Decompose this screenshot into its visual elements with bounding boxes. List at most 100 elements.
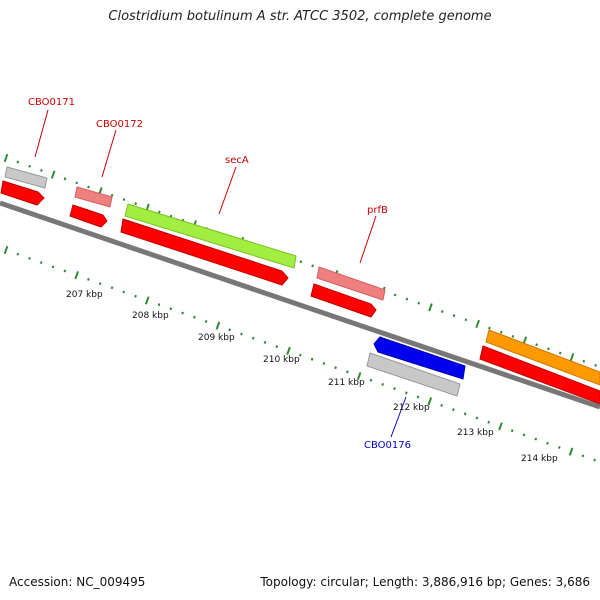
tick-mark — [251, 336, 255, 340]
gene-label-prfb: prfB — [367, 205, 388, 216]
tick-mark — [310, 357, 314, 361]
tick-mark — [122, 198, 126, 201]
outer-tick-track — [3, 153, 597, 367]
tick-mark — [181, 311, 184, 315]
tick-mark — [16, 160, 20, 164]
scale-label: 212 kbp — [393, 403, 430, 413]
tick-mark — [558, 351, 562, 355]
tick-mark — [475, 319, 480, 329]
tick-mark — [499, 330, 503, 334]
cds-arrow[interactable] — [0, 180, 45, 206]
tick-mark — [193, 315, 196, 319]
tick-mark — [452, 314, 456, 318]
cds-arrow[interactable] — [120, 218, 289, 286]
scale-label: 208 kbp — [132, 311, 169, 321]
tick-mark — [63, 177, 67, 181]
tick-mark — [428, 303, 433, 312]
scale-label: 214 kbp — [521, 454, 558, 464]
tick-mark — [427, 397, 433, 406]
tick-mark — [405, 297, 409, 301]
tick-mark — [16, 252, 20, 256]
feature-cbo0176[interactable] — [373, 336, 466, 380]
label-leader — [390, 396, 407, 438]
cds-arrow[interactable] — [310, 283, 377, 318]
tick-mark — [581, 454, 585, 458]
gene-label-cbo0172: CBO0172 — [96, 119, 143, 130]
tick-mark — [557, 445, 561, 449]
tick-mark — [75, 181, 79, 185]
reverse-gene-gray[interactable] — [366, 352, 461, 397]
tick-mark — [393, 293, 397, 297]
feature-prfb[interactable] — [316, 266, 386, 301]
tick-mark — [393, 387, 396, 391]
gene-label-cbo0171: CBO0171 — [28, 97, 75, 108]
tick-mark — [547, 347, 550, 351]
scale-label: 213 kbp — [457, 428, 494, 438]
tick-mark — [87, 185, 90, 189]
tick-mark — [28, 256, 31, 260]
cds-arrow[interactable] — [479, 345, 600, 405]
feature-cbo0172[interactable] — [74, 186, 113, 208]
tick-mark — [74, 271, 79, 280]
tick-mark — [498, 422, 503, 431]
tick-mark — [452, 408, 455, 412]
tick-mark — [356, 371, 362, 381]
tick-mark — [134, 294, 137, 298]
tick-mark — [144, 296, 150, 305]
feature-cbo0171[interactable] — [4, 166, 48, 189]
tick-mark — [404, 391, 408, 395]
tick-mark — [28, 164, 31, 168]
label-leader — [359, 215, 377, 264]
tick-mark — [157, 210, 161, 214]
tick-mark — [569, 353, 575, 362]
tick-mark — [298, 353, 302, 357]
tick-mark — [51, 265, 55, 269]
feature-seca[interactable] — [124, 203, 297, 269]
tick-mark — [40, 168, 43, 172]
tick-mark — [87, 277, 90, 281]
tick-mark — [511, 334, 515, 338]
tick-mark — [463, 412, 467, 416]
cds-arrow[interactable] — [69, 204, 108, 228]
scale-label: 207 kbp — [66, 290, 103, 300]
tick-mark — [546, 441, 549, 445]
genome-stats-text: Topology: circular; Length: 3,886,916 bp… — [260, 575, 590, 589]
tick-mark — [110, 193, 114, 197]
tick-mark — [157, 303, 161, 307]
feature-orange-gene[interactable] — [485, 329, 600, 386]
tick-mark — [440, 403, 443, 407]
tick-mark — [568, 447, 574, 456]
tick-mark — [39, 261, 43, 265]
tick-mark — [98, 282, 102, 286]
genome-backbone — [0, 200, 600, 410]
tick-mark — [169, 307, 173, 311]
tick-mark — [322, 361, 326, 365]
gene-label-cbo0176: CBO0176 — [364, 440, 411, 451]
tick-mark — [534, 437, 538, 441]
tick-mark — [417, 301, 421, 305]
tick-mark — [487, 420, 491, 424]
tick-mark — [475, 416, 479, 420]
tick-mark — [311, 264, 314, 268]
tick-mark — [122, 290, 126, 294]
map-title: Clostridium botulinum A str. ATCC 3502, … — [108, 9, 492, 24]
tick-mark — [346, 370, 349, 374]
tick-mark — [535, 343, 538, 347]
tick-mark — [381, 382, 385, 386]
label-leader — [218, 166, 237, 215]
tick-mark — [263, 340, 267, 344]
label-leader — [34, 109, 49, 158]
tick-mark — [440, 310, 444, 313]
tick-mark — [275, 345, 279, 349]
tick-mark — [593, 458, 596, 462]
tick-mark — [63, 269, 67, 273]
tick-mark — [464, 318, 468, 322]
tick-mark — [582, 359, 586, 363]
tick-mark — [134, 202, 138, 206]
tick-mark — [286, 346, 291, 355]
scale-label: 210 kbp — [263, 355, 300, 365]
tick-mark — [299, 260, 303, 264]
scale-label: 209 kbp — [198, 333, 235, 343]
tick-mark — [204, 319, 208, 323]
